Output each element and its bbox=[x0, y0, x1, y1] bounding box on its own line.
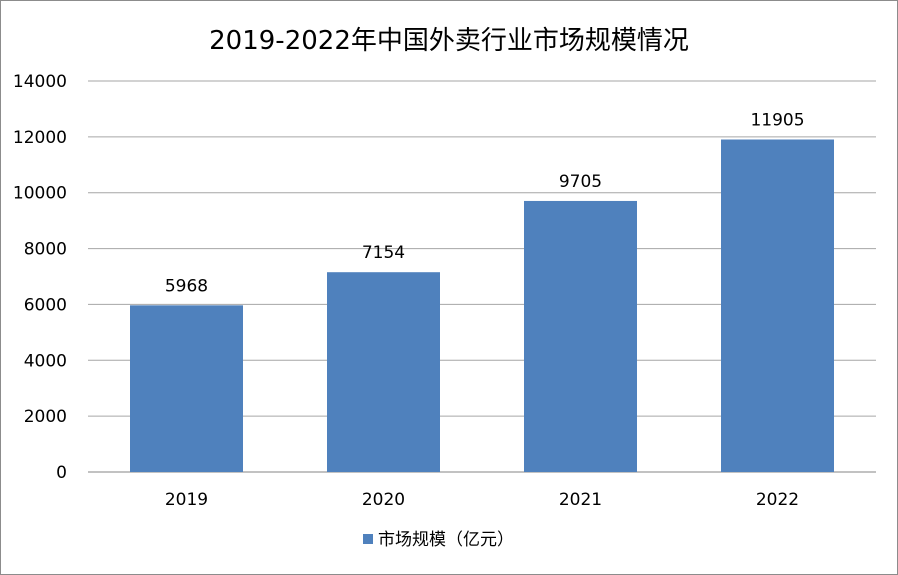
bar-2020 bbox=[327, 272, 440, 472]
legend-swatch bbox=[363, 534, 373, 544]
legend: 市场规模（亿元） bbox=[363, 530, 514, 550]
legend-label: 市场规模（亿元） bbox=[378, 530, 514, 550]
x-tick-label: 2022 bbox=[756, 490, 799, 510]
y-tick-label: 10000 bbox=[13, 184, 67, 204]
data-labels: 5968 7154 9705 11905 bbox=[165, 111, 805, 297]
y-tick-label: 2000 bbox=[24, 407, 67, 427]
data-label-2019: 5968 bbox=[165, 276, 208, 296]
y-tick-label: 4000 bbox=[24, 351, 67, 371]
data-label-2022: 11905 bbox=[750, 111, 804, 131]
y-axis-ticks: 0 2000 4000 6000 8000 10000 12000 14000 bbox=[13, 72, 67, 483]
x-tick-label: 2019 bbox=[165, 490, 208, 510]
bar-2022 bbox=[721, 139, 834, 472]
x-tick-label: 2021 bbox=[559, 490, 602, 510]
x-axis-ticks: 2019 2020 2021 2022 bbox=[165, 490, 799, 510]
bars bbox=[130, 139, 834, 472]
chart-title: 2019-2022年中国外卖行业市场规模情况 bbox=[209, 26, 689, 56]
y-tick-label: 12000 bbox=[13, 128, 67, 148]
y-tick-label: 14000 bbox=[13, 72, 67, 92]
bar-2019 bbox=[130, 305, 243, 472]
y-tick-label: 0 bbox=[56, 463, 67, 483]
y-tick-label: 6000 bbox=[24, 295, 67, 315]
x-tick-label: 2020 bbox=[362, 490, 405, 510]
bar-2021 bbox=[524, 200, 637, 472]
data-label-2020: 7154 bbox=[362, 243, 405, 263]
data-label-2021: 9705 bbox=[559, 172, 602, 192]
y-tick-label: 8000 bbox=[24, 240, 67, 260]
